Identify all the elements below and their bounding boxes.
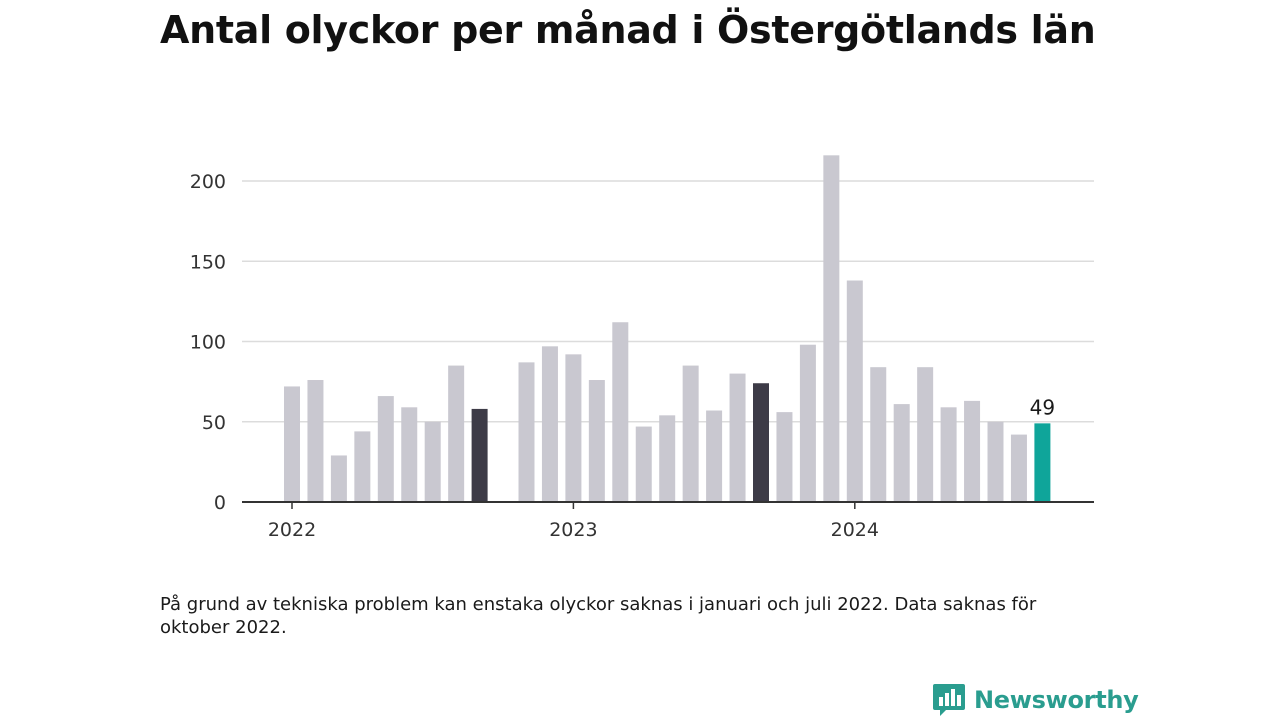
bar (753, 383, 769, 502)
bar (659, 415, 676, 502)
y-tick-label: 200 (190, 171, 226, 193)
bar (401, 407, 418, 502)
x-tick-label: 2022 (268, 519, 316, 541)
data-label: 49 (1030, 395, 1055, 419)
bar (1034, 423, 1051, 502)
bar (917, 367, 934, 502)
brand-logo: Newsworthy (932, 682, 1139, 718)
bar (541, 346, 558, 502)
bar (870, 367, 887, 502)
bar (330, 455, 347, 502)
brand-name: Newsworthy (974, 686, 1139, 714)
gridlines (242, 180, 1094, 423)
y-tick-label: 150 (190, 251, 226, 273)
y-tick-label: 100 (190, 332, 226, 354)
x-axis-ticks: 2022 2023 2024 (268, 502, 879, 541)
bar (588, 380, 605, 502)
bar (424, 421, 441, 502)
bar (612, 322, 629, 502)
bar (964, 400, 981, 502)
y-axis-ticks: 0 50 100 150 200 (190, 171, 226, 514)
bar (448, 365, 465, 502)
bar (682, 365, 699, 502)
bar (565, 354, 582, 502)
y-tick-label: 0 (214, 492, 226, 514)
bar (307, 380, 324, 502)
bar (799, 344, 816, 502)
chart-title: Antal olyckor per månad i Östergötlands … (160, 8, 1096, 52)
newsworthy-logo-icon (933, 684, 965, 716)
bar (987, 421, 1004, 502)
bars (284, 155, 1051, 502)
x-tick-label: 2023 (549, 519, 597, 541)
annotations: 49 (1030, 395, 1055, 419)
bar (635, 426, 652, 502)
bar (518, 362, 535, 502)
bar (893, 404, 910, 502)
bar (284, 386, 300, 502)
bar (377, 396, 394, 502)
bar (823, 155, 840, 502)
bar (471, 408, 488, 502)
y-tick-label: 50 (202, 412, 226, 434)
bar (354, 431, 371, 502)
bar (940, 407, 957, 502)
bar (706, 410, 723, 502)
bar (1010, 434, 1027, 502)
footnote: På grund av tekniska problem kan enstaka… (160, 594, 1037, 638)
x-tick-label: 2024 (831, 519, 879, 541)
bar (846, 280, 863, 502)
bar (729, 373, 746, 502)
bar (776, 412, 793, 502)
